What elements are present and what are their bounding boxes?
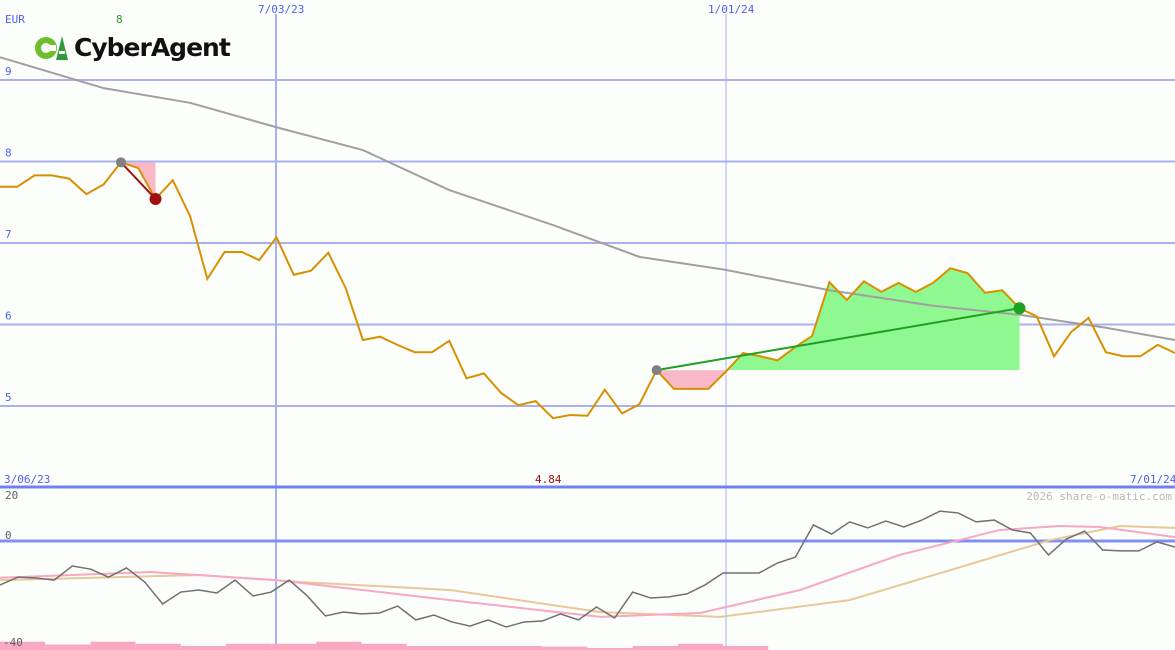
volume-bar bbox=[587, 648, 633, 650]
oscillator-line bbox=[0, 510, 1175, 628]
trade-line bbox=[656, 307, 1020, 372]
volume-bar bbox=[677, 643, 724, 650]
trade-exit-point bbox=[149, 192, 162, 205]
osc-tick-label: -40 bbox=[3, 636, 23, 649]
signal-line-pink bbox=[0, 525, 1175, 618]
volume-bar bbox=[180, 645, 226, 650]
logo-text: CyberAgent bbox=[74, 33, 231, 62]
moving-average-line bbox=[0, 56, 1175, 341]
y-tick-label: 6 bbox=[5, 310, 12, 323]
volume-bar bbox=[406, 645, 452, 650]
volume-bar bbox=[632, 645, 678, 650]
company-logo: CyberAgent bbox=[34, 33, 231, 62]
y-tick-label: 9 bbox=[5, 65, 12, 78]
price-line bbox=[0, 161, 1175, 420]
copyright: 2026 share-o-matic.com bbox=[1026, 490, 1172, 503]
y-tick-label: 5 bbox=[5, 391, 12, 404]
x-tick-label: 1/01/24 bbox=[708, 3, 755, 16]
osc-tick-label: 0 bbox=[5, 529, 12, 542]
currency-label: EUR bbox=[5, 13, 25, 26]
volume-bar bbox=[271, 643, 317, 650]
gain-area bbox=[656, 268, 1020, 371]
osc-tick-label: 20 bbox=[5, 489, 18, 502]
volume-bar bbox=[45, 644, 91, 650]
trade-entry-point bbox=[115, 157, 126, 168]
trade-line bbox=[120, 161, 157, 200]
trade-markers bbox=[115, 157, 1026, 376]
loss-area bbox=[656, 370, 1020, 389]
trade-fills bbox=[120, 162, 1020, 389]
grid bbox=[0, 14, 1175, 650]
volume-bar bbox=[497, 645, 543, 650]
x-tick-label: 7/03/23 bbox=[258, 3, 304, 16]
volume-bar bbox=[361, 643, 407, 650]
volume-bar bbox=[0, 641, 46, 650]
header-value: 8 bbox=[116, 13, 123, 26]
trade-entry-point bbox=[651, 365, 662, 376]
logo-mark-icon bbox=[34, 34, 70, 62]
series-lines bbox=[0, 56, 1175, 420]
min-price-label: 4.84 bbox=[535, 473, 562, 486]
volume-bar bbox=[316, 641, 362, 650]
volume-bar bbox=[225, 643, 272, 650]
volume-bar bbox=[90, 641, 136, 650]
oscillator-panel bbox=[0, 510, 1175, 650]
volume-bar bbox=[723, 645, 769, 650]
x-start-label: 3/06/23 bbox=[4, 473, 50, 486]
y-tick-label: 7 bbox=[5, 228, 12, 241]
volume-bar bbox=[135, 643, 181, 650]
trade-exit-point bbox=[1013, 302, 1026, 315]
y-tick-label: 8 bbox=[5, 147, 12, 160]
volume-bar bbox=[451, 645, 498, 650]
x-end-label: 7/01/24 bbox=[1130, 473, 1175, 486]
volume-bar bbox=[542, 646, 588, 650]
loss-area bbox=[120, 162, 156, 199]
